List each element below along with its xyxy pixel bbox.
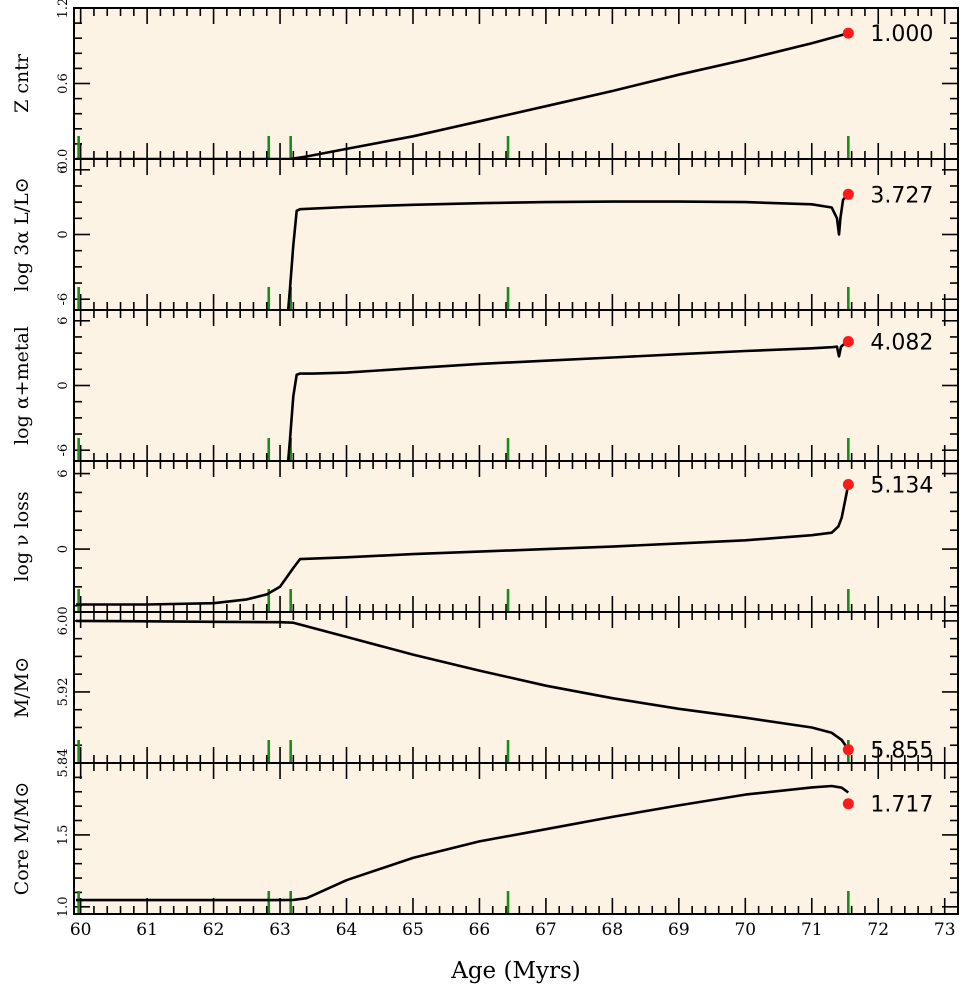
panel-5: 5.84 5.92 6.00 M/M⊙ 5.855 bbox=[11, 606, 959, 778]
x-tick-label: 72 bbox=[867, 920, 889, 940]
y-tick-label: 1.2 bbox=[56, 0, 71, 18]
current-point bbox=[842, 798, 854, 810]
x-tick-label: 64 bbox=[336, 920, 358, 940]
y-axis-label: Core M/M⊙ bbox=[11, 782, 33, 896]
panel-6: 1.0 1.5 Core M/M⊙ 1.717 bbox=[11, 762, 959, 917]
series-line bbox=[76, 31, 849, 159]
y-tick-label: 5.84 bbox=[56, 749, 71, 778]
current-value-label: 5.134 bbox=[870, 473, 933, 498]
x-axis-label: Age (Myrs) bbox=[450, 958, 581, 984]
y-axis-label: M/M⊙ bbox=[11, 657, 33, 718]
current-value-label: 1.717 bbox=[870, 793, 933, 818]
y-tick-label: 6.00 bbox=[56, 606, 71, 635]
x-tick-label: 70 bbox=[734, 920, 756, 940]
y-axis-label: log ν loss bbox=[11, 491, 33, 581]
y-tick-label: 0 bbox=[56, 381, 71, 389]
panel-background bbox=[74, 8, 958, 159]
panel-4: 0 6 log ν loss 5.134 bbox=[11, 460, 959, 613]
panel-frame bbox=[73, 762, 959, 915]
current-point bbox=[842, 27, 854, 39]
y-tick-label: 6 bbox=[56, 166, 71, 174]
y-tick-label: 1.0 bbox=[56, 896, 71, 917]
y-tick-label: 6 bbox=[56, 317, 71, 325]
y-tick-label: 0 bbox=[56, 230, 71, 238]
y-tick-label: 0.0 bbox=[56, 149, 71, 170]
x-tick-label: 62 bbox=[203, 920, 225, 940]
x-tick-label: 68 bbox=[602, 920, 624, 940]
current-point bbox=[842, 335, 854, 347]
y-tick-label: 1.5 bbox=[56, 825, 71, 846]
current-point bbox=[842, 188, 854, 200]
panel-1: 0.0 0.6 1.2 Z cntr 1.000 bbox=[11, 0, 959, 170]
series-line bbox=[286, 340, 849, 461]
series-line bbox=[286, 193, 850, 310]
y-tick-label: 6 bbox=[56, 469, 71, 477]
y-axis-label: log 3α L/L⊙ bbox=[11, 177, 33, 291]
x-tick-label: 63 bbox=[269, 920, 291, 940]
y-tick-label: -6 bbox=[56, 293, 71, 306]
current-value-label: 5.855 bbox=[870, 739, 933, 764]
x-tick-label: 61 bbox=[136, 920, 158, 940]
y-tick-label: 0 bbox=[56, 545, 71, 553]
y-tick-label: 5.92 bbox=[56, 677, 71, 706]
x-tick-label: 60 bbox=[70, 920, 92, 940]
panel-background bbox=[74, 159, 958, 310]
y-axis-label: Z cntr bbox=[11, 53, 33, 113]
x-tick-label: 66 bbox=[469, 920, 491, 940]
current-value-label: 4.082 bbox=[870, 330, 933, 355]
x-tick-label: 71 bbox=[801, 920, 823, 940]
y-axis-label: log α+metal bbox=[11, 326, 33, 445]
current-value-label: 3.727 bbox=[870, 183, 933, 208]
x-tick-label: 69 bbox=[668, 920, 690, 940]
x-tick-label: 73 bbox=[934, 920, 956, 940]
series-line bbox=[75, 619, 850, 751]
panel-2: -6 0 6 log 3α L/L⊙ 3.727 bbox=[11, 158, 959, 311]
y-tick-label: 0.6 bbox=[56, 73, 71, 94]
current-point bbox=[842, 478, 854, 490]
panel-background bbox=[74, 612, 958, 763]
x-tick-label: 67 bbox=[535, 920, 557, 940]
panel-background bbox=[74, 461, 958, 612]
series-line bbox=[76, 784, 850, 902]
panel-3: -6 0 6 log α+metal 4.082 bbox=[11, 309, 959, 462]
panel-background bbox=[74, 310, 958, 461]
x-tick-label: 65 bbox=[402, 920, 424, 940]
series-line bbox=[76, 484, 850, 606]
y-tick-label: -6 bbox=[56, 444, 71, 457]
current-point bbox=[842, 744, 854, 756]
current-value-label: 1.000 bbox=[870, 22, 933, 47]
